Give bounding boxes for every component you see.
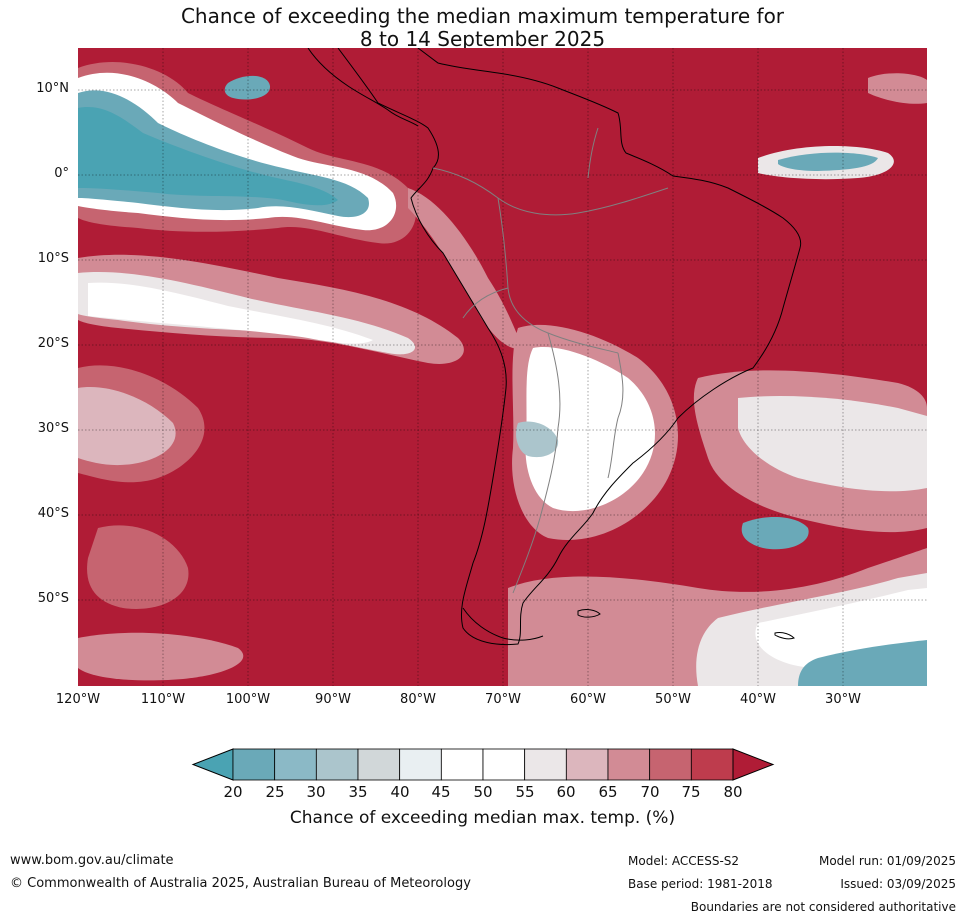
- probability-field: [78, 62, 927, 686]
- neutral-strip-andes: [408, 188, 523, 349]
- colorbar-bin-25-30: [274, 748, 317, 781]
- colorbar-bin-70-75: [649, 748, 692, 781]
- lon-tick-label-40w: 40°W: [740, 692, 776, 707]
- colorbar-tick-25: 25: [265, 783, 285, 801]
- colorbar-tick-30: 30: [306, 783, 326, 801]
- colorbar-tick-45: 45: [431, 783, 451, 801]
- cool-patch-atlantic-40S: [741, 516, 809, 550]
- colorbar-tick-60: 60: [556, 783, 576, 801]
- colorbar-bin-65-70: [607, 748, 651, 781]
- colorbar-bin-75-80: [690, 748, 734, 781]
- lat-tick-label-10n: 10°N: [36, 81, 69, 96]
- graticule: [78, 48, 927, 686]
- cool-patch-south-america: [516, 421, 559, 458]
- cool-band-atlantic-0-core: [778, 152, 878, 171]
- colorbar-extend-high: [732, 748, 775, 781]
- colorbar-label: Chance of exceeding median max. temp. (%…: [289, 808, 676, 828]
- colorbar-tick-40: 40: [390, 783, 410, 801]
- colorbar-bin-35-40: [357, 748, 401, 781]
- forecast-map: [78, 48, 927, 686]
- lat-tick-label-30s: 30°S: [37, 421, 69, 436]
- colorbar-bin-45-50: [440, 748, 484, 781]
- colorbar-tick-65: 65: [598, 783, 618, 801]
- colorbar-tick-55: 55: [515, 783, 535, 801]
- colorbar-tick-20: 20: [223, 783, 243, 801]
- cool-patch-10N: [224, 75, 271, 100]
- footer-base-period: Base period: 1981-2018: [628, 877, 773, 891]
- colorbar-bin-50-55: [482, 748, 526, 781]
- lat-tick-label-10s: 10°S: [37, 251, 69, 266]
- country-borders: [432, 127, 669, 594]
- colorbar: [191, 748, 775, 781]
- lon-tick-label-120w: 120°W: [55, 692, 101, 707]
- colorbar-bin-55-60: [524, 748, 567, 781]
- lat-tick-label-20s: 20°S: [37, 336, 69, 351]
- island-south-georgia: [774, 632, 795, 640]
- colorbar-tick-80: 80: [723, 783, 743, 801]
- colorbar-tick-50: 50: [473, 783, 493, 801]
- footer-model: Model: ACCESS-S2: [628, 854, 740, 868]
- lon-tick-label-70w: 70°W: [485, 692, 521, 707]
- colorbar-bin-20-25: [232, 748, 276, 781]
- colorbar-extend-low: [191, 748, 234, 781]
- map-title-line-1: Chance of exceeding the median maximum t…: [180, 4, 785, 28]
- colorbar-bin-30-35: [315, 748, 359, 781]
- neutral-patch-west-30S: [78, 387, 176, 466]
- lat-tick-label-50s: 50°S: [37, 591, 69, 606]
- lon-tick-label-60w: 60°W: [570, 692, 606, 707]
- cool-region-northwest-core: [78, 107, 338, 206]
- colorbar-tick-70: 70: [640, 783, 660, 801]
- lon-tick-label-80w: 80°W: [400, 692, 436, 707]
- neutral-band-west-core: [88, 282, 373, 344]
- colorbar-tick-35: 35: [348, 783, 368, 801]
- cool-patch-south-atlantic-58S: [798, 640, 927, 686]
- coastline-central-america: [307, 48, 419, 127]
- coastline-tierra-del-fuego: [462, 607, 544, 641]
- lon-tick-label-100w: 100°W: [225, 692, 271, 707]
- lon-tick-label-30w: 30°W: [825, 692, 861, 707]
- lat-tick-label-0: 0°: [54, 166, 69, 181]
- colorbar-bin-60-65: [565, 748, 609, 781]
- footer-issued: Issued: 03/09/2025: [840, 877, 956, 891]
- lon-tick-label-90w: 90°W: [315, 692, 351, 707]
- map-title-line-2: 8 to 14 September 2025: [359, 27, 606, 51]
- warm-patch-west-58S: [78, 632, 244, 681]
- falkland-islands: [577, 609, 601, 618]
- footer-url: www.bom.gov.au/climate: [10, 853, 174, 868]
- colorbar-bin-40-45: [399, 748, 442, 781]
- lat-tick-label-40s: 40°S: [37, 506, 69, 521]
- footer-model-run: Model run: 01/09/2025: [818, 854, 956, 868]
- lon-tick-label-50w: 50°W: [655, 692, 691, 707]
- lon-tick-label-110w: 110°W: [140, 692, 186, 707]
- footer-copyright: © Commonwealth of Australia 2025, Austra…: [10, 876, 471, 891]
- footer-disclaimer: Boundaries are not considered authoritat…: [690, 900, 956, 914]
- warm-patch-east-10N: [868, 73, 927, 104]
- neutral-patch-atlantic-30S: [738, 396, 927, 492]
- colorbar-tick-75: 75: [681, 783, 701, 801]
- coastline-south-america: [337, 48, 802, 646]
